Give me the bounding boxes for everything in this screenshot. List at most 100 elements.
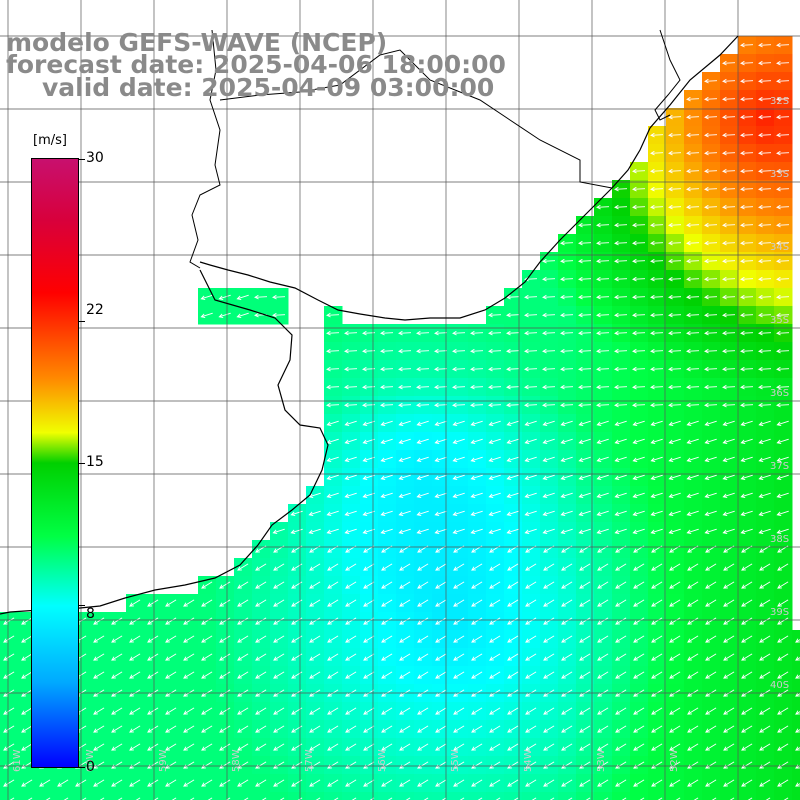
wind-arrow xyxy=(207,797,213,800)
wind-arrow xyxy=(326,420,339,427)
wind-arrow xyxy=(776,366,790,372)
wind-arrow xyxy=(669,599,681,607)
wind-arrow xyxy=(506,366,520,372)
wind-arrow xyxy=(686,366,700,372)
wind-arrow xyxy=(513,797,519,800)
wind-arrow xyxy=(3,743,15,751)
wind-arrow xyxy=(399,707,411,715)
wind-speed-cell xyxy=(270,792,289,800)
wind-speed-cell xyxy=(450,792,469,800)
wind-arrow xyxy=(111,653,123,661)
wind-arrow xyxy=(560,384,574,390)
wind-arrow xyxy=(327,653,339,661)
wind-arrow xyxy=(129,617,141,625)
wind-arrow xyxy=(705,581,717,589)
wind-arrow xyxy=(776,456,789,463)
wind-arrow xyxy=(147,779,159,787)
wind-arrow xyxy=(542,420,555,427)
wind-arrow xyxy=(524,366,538,372)
wind-arrow xyxy=(776,438,789,445)
wind-arrow xyxy=(614,222,628,228)
wind-arrow xyxy=(542,312,556,318)
wind-arrow xyxy=(597,707,609,715)
wind-arrow xyxy=(272,528,285,535)
wind-arrow xyxy=(741,617,753,625)
wind-arrow xyxy=(621,797,627,800)
wind-speed-cells xyxy=(0,36,800,800)
wind-arrow xyxy=(363,563,375,571)
wind-arrow xyxy=(704,186,718,192)
wind-arrow xyxy=(765,797,771,800)
wind-arrow xyxy=(543,671,555,679)
wind-arrow xyxy=(758,96,772,102)
wind-arrow xyxy=(416,510,429,517)
wind-arrow xyxy=(506,420,519,427)
wind-arrow xyxy=(417,635,429,643)
wind-arrow xyxy=(776,474,789,481)
wind-arrow xyxy=(740,510,753,517)
wind-arrow xyxy=(380,456,393,463)
wind-arrow xyxy=(183,743,195,751)
wind-arrow xyxy=(740,240,754,246)
wind-arrow xyxy=(111,779,123,787)
wind-arrow xyxy=(416,384,430,390)
wind-arrow xyxy=(416,330,430,336)
wind-arrow xyxy=(675,797,681,800)
wind-arrow xyxy=(3,617,15,625)
wind-arrow xyxy=(596,420,609,427)
wind-arrow xyxy=(722,204,736,210)
wind-arrow xyxy=(704,276,718,282)
wind-arrow xyxy=(273,707,285,715)
wind-arrow xyxy=(615,617,627,625)
wind-arrow xyxy=(650,258,664,264)
wind-arrow xyxy=(452,348,466,354)
wind-arrow xyxy=(93,779,105,787)
wind-arrow xyxy=(705,725,717,733)
wind-arrow xyxy=(542,402,556,408)
wind-arrow xyxy=(686,258,700,264)
wind-arrow xyxy=(117,797,123,800)
wind-arrow xyxy=(686,402,700,408)
wind-arrow xyxy=(542,294,556,300)
title-valid-date: valid date: 2025-04-09 03:00:00 xyxy=(42,73,495,102)
wind-arrow xyxy=(326,348,340,354)
wind-arrow xyxy=(344,456,357,463)
wind-arrow xyxy=(704,222,718,228)
wind-arrow xyxy=(219,635,231,643)
wind-arrow xyxy=(722,528,735,535)
wind-arrow xyxy=(686,384,700,390)
wind-arrow xyxy=(543,617,555,625)
wind-arrow xyxy=(741,563,753,571)
wind-arrow xyxy=(471,635,483,643)
wind-arrow xyxy=(614,330,628,336)
wind-arrow xyxy=(308,492,321,499)
wind-arrow xyxy=(345,671,357,679)
latitude-label: 37S xyxy=(770,461,789,472)
wind-arrow xyxy=(452,402,466,408)
wind-arrow xyxy=(135,797,141,800)
wind-arrow xyxy=(309,779,321,787)
wind-arrow xyxy=(578,420,591,427)
longitude-label: 52W xyxy=(669,749,680,772)
wind-speed-cell xyxy=(36,792,55,800)
wind-arrow xyxy=(435,599,447,607)
wind-arrow xyxy=(795,674,800,679)
wind-speed-cell xyxy=(324,792,343,800)
wind-arrow xyxy=(345,563,357,571)
wind-speed-cell xyxy=(792,702,800,721)
wind-arrow xyxy=(434,456,447,463)
wind-arrow xyxy=(758,60,772,66)
wind-arrow xyxy=(632,438,645,445)
wind-arrow xyxy=(704,384,718,390)
wind-arrow xyxy=(795,728,800,733)
wind-arrow xyxy=(273,779,285,787)
wind-speed-cell xyxy=(468,792,487,800)
coastline-argentina xyxy=(0,269,329,615)
latitude-label: 38S xyxy=(770,534,789,545)
wind-arrow xyxy=(21,617,33,625)
wind-arrow xyxy=(417,653,429,661)
wind-arrow xyxy=(776,384,790,390)
wind-arrow xyxy=(759,635,771,643)
wind-arrow xyxy=(453,635,465,643)
wind-arrow xyxy=(147,743,159,751)
